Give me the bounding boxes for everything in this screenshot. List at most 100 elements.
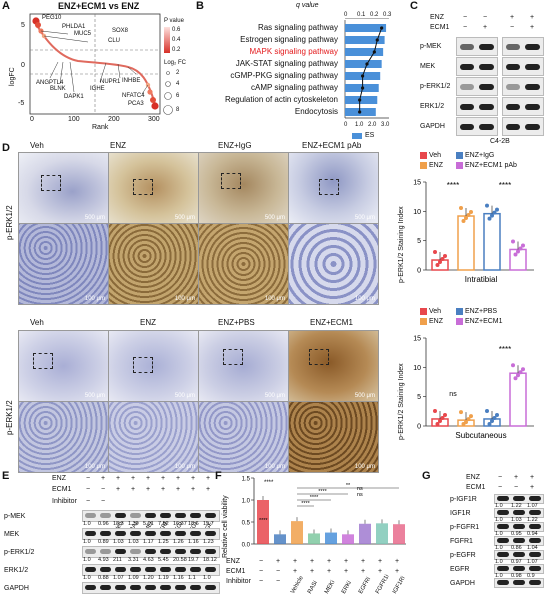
gene-label: INHBE [122,78,141,84]
gene-label: SOX8 [112,28,129,34]
ihc-zoom: 100 μm [288,223,379,305]
bar [325,532,337,544]
quant-value: 1.26 [173,539,184,545]
quant-value: 1.19 [158,575,169,581]
quant-value: 1.23 [203,539,214,545]
volcano-rank-plot [29,13,161,115]
ihc-image: 500 μm [198,152,289,224]
sign: − [276,578,281,585]
band [175,549,186,554]
quant-value: 1.20 [143,575,154,581]
significance: **** [259,518,268,524]
gene-label: IGHE [90,86,105,92]
band [190,567,201,572]
quant-value: 0.94 [527,531,538,537]
sign: + [530,474,535,481]
quant-value: 0.89 [98,539,109,545]
legend-label: ENZ+PBS [465,308,498,315]
sign: − [514,484,519,491]
quant-value: 1.1 [188,575,196,581]
ihc-group: ENZ+ECM1 pAb [302,141,362,150]
quant-value: 18.12 [203,557,217,563]
blot-perk-2 [502,77,544,96]
quant-value: 0.86 [511,545,522,551]
quant-value: 5.01 [143,521,154,527]
inhibitor-name: EGFRi [358,576,373,595]
significance: **** [499,181,511,190]
significance: ns [449,391,457,398]
sign: − [498,484,503,491]
panel-a-title: ENZ+ECM1 vs ENZ [58,1,140,11]
sign: + [161,486,166,493]
band [145,531,156,536]
pathway-bar-chart [344,18,389,119]
y-tick-label: 5 [417,238,421,245]
band [100,567,111,572]
ihc-group: ENZ+PBS [218,318,255,327]
y-tick-label: 5 [417,394,421,401]
sign: + [276,558,281,565]
sign: + [116,486,121,493]
panel-a-ylabel: logFC [9,67,16,86]
legend-label: ENZ+ECM1 pAb [465,162,517,169]
data-point [459,206,463,211]
significance: ns [357,492,363,498]
data-point [438,260,442,265]
xtick: 0 [30,116,34,123]
ihc-group: ENZ [140,318,156,327]
d-ylabel: p-ERK1/2 Staining Index [398,206,405,283]
band [85,549,96,554]
data-point [435,263,440,268]
bar [291,521,303,544]
quant-value: 1.16 [188,539,199,545]
ihc-group: ENZ+IgG [218,141,252,150]
inhibitor-name: MEKi [324,579,337,595]
sign: − [86,498,91,505]
band [513,510,525,515]
quant-value: 15.7 [203,521,214,527]
sign: + [191,486,196,493]
quant-value: 18.3 [113,521,124,527]
legend-pvalue-title: P value [164,18,184,24]
band [529,552,541,557]
bar [509,372,527,427]
blot-label: FGFR1 [450,538,473,545]
band [497,510,509,515]
blot-label: EGFR [450,566,470,573]
quant-value: 7.52 [158,521,169,527]
sign: + [146,486,151,493]
band [130,585,141,590]
panel-label-g: G [422,470,431,482]
blot-label: p-MEK [4,513,26,520]
q-value-point [361,86,365,90]
ihc-row-label: p-ERK1/2 [5,205,14,240]
panel-label-c: C [410,0,418,12]
ihc-image: 500 μm [198,330,289,402]
sign: − [463,14,468,21]
quant-value: 1.07 [527,503,538,509]
quant-value: 1.0 [83,539,91,545]
bottom-tick: 3.0 [381,122,390,128]
band [115,585,126,590]
band [100,585,111,590]
quant-value: 18.6 [188,521,199,527]
significance: **** [310,495,319,501]
band [100,531,111,536]
bar [457,215,475,271]
gene-label: PEG10 [42,15,62,21]
enz-label: ENZ [226,558,240,565]
blot-label: GAPDH [450,580,475,587]
band [529,538,541,543]
sign: + [530,484,535,491]
bar [483,212,501,271]
bar [308,533,320,544]
sign: + [327,558,332,565]
y-tick-label: 15 [413,180,421,187]
ihc-zoom: 100 μm [108,401,199,473]
ytick: 0 [21,62,25,69]
band [205,531,216,536]
band [205,513,216,518]
panel-a-xlabel: Rank [92,124,109,131]
enz-label: ENZ [52,475,66,482]
